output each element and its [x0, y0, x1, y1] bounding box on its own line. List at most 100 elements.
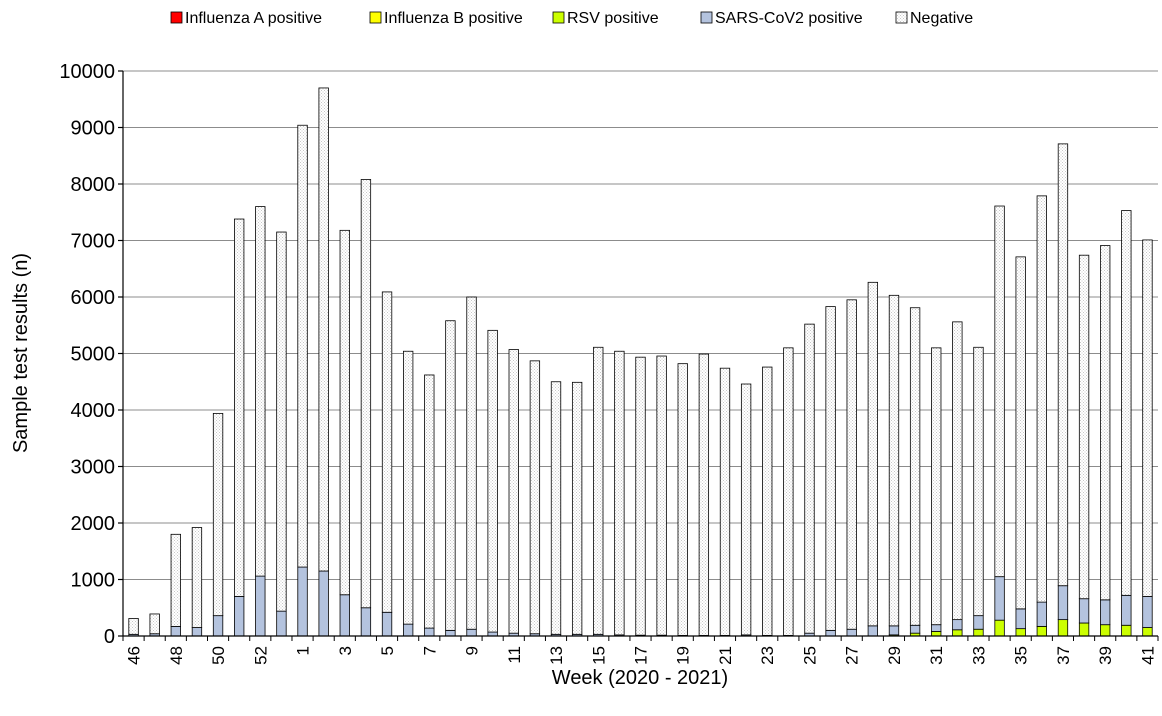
x-tick-label: 11 — [505, 646, 524, 664]
x-tick-label: 46 — [125, 646, 144, 665]
bar-segment-sars-cov2-positive — [1100, 599, 1111, 626]
bar-segment-sars-cov2-positive — [867, 625, 879, 637]
bar-segment-negative — [698, 353, 710, 636]
legend-label: Influenza B positive — [384, 10, 523, 27]
bar-segment-rsv-positive — [1078, 622, 1090, 637]
bar-segment-sars-cov2-positive — [170, 625, 181, 637]
legend-swatch — [552, 11, 565, 24]
bar-segment-negative — [212, 412, 224, 617]
bar-segment-negative — [677, 363, 688, 636]
y-tick-label: 10000 — [59, 61, 115, 83]
y-tick-label: 4000 — [71, 400, 116, 422]
legend-swatch — [369, 11, 382, 24]
bar-segment-negative — [297, 124, 308, 568]
bar-segment-sars-cov2-positive — [234, 596, 245, 637]
x-tick-label: 33 — [969, 646, 988, 665]
bar-segment-sars-cov2-positive — [402, 623, 414, 637]
bar-segment-rsv-positive — [931, 631, 942, 637]
bar-segment-negative — [1078, 254, 1090, 600]
y-tick-label: 9000 — [71, 118, 116, 140]
y-tick-label: 3000 — [71, 457, 116, 479]
bar-segment-negative — [614, 350, 625, 636]
bar-segment-negative — [170, 533, 181, 627]
bar-segment-rsv-positive — [1142, 627, 1153, 637]
bar-segment-negative — [402, 350, 414, 625]
bar-segment-sars-cov2-positive — [909, 624, 921, 634]
bar-segment-negative — [234, 218, 245, 597]
bar-segment-negative — [550, 381, 562, 635]
x-tick-label: 15 — [589, 646, 608, 665]
bar-segment-sars-cov2-positive — [255, 575, 266, 637]
gridlines — [123, 70, 1158, 580]
x-tick-label: 3 — [336, 646, 355, 655]
x-tick-label: 7 — [420, 646, 439, 655]
x-tick-label: 13 — [547, 646, 566, 665]
bar-segment-sars-cov2-positive — [212, 615, 224, 637]
bar-segment-negative — [487, 329, 498, 633]
y-tick-label: 6000 — [71, 287, 116, 309]
bar-segment-sars-cov2-positive — [424, 627, 435, 637]
legend-label: SARS-CoV2 positive — [715, 10, 863, 27]
bar-segment-negative — [593, 346, 604, 635]
legend-label: Negative — [910, 10, 973, 27]
legend-label: Influenza A positive — [185, 10, 322, 27]
bar-segment-negative — [1100, 245, 1111, 601]
bar-segment-negative — [909, 307, 921, 626]
bar-segment-sars-cov2-positive — [297, 566, 308, 637]
bar-segment-negative — [1036, 195, 1047, 603]
bar-segment-negative — [719, 367, 731, 636]
bar-segment-sars-cov2-positive — [952, 619, 963, 631]
y-tick-label: 0 — [104, 626, 115, 648]
bar-segment-negative — [571, 381, 583, 635]
x-tick-label: 35 — [1012, 646, 1031, 665]
bar-segment-negative — [994, 205, 1005, 578]
bar-segment-sars-cov2-positive — [1036, 601, 1047, 627]
bar-segment-negative — [804, 323, 815, 634]
bar-segment-rsv-positive — [973, 628, 984, 637]
bar-segment-negative — [973, 346, 984, 617]
legend-swatch — [895, 11, 908, 24]
bar-segment-negative — [635, 356, 646, 636]
bar-segment-sars-cov2-positive — [1121, 594, 1132, 626]
bar-segment-negative — [191, 527, 203, 628]
bars — [128, 87, 1153, 637]
x-tick-labels: 46 48 50 52 1 3 5 7 9 11 13 15 17 19 21 23 25 27 29 31 33 35 3… — [125, 646, 1158, 665]
bar-segment-sars-cov2-positive — [825, 629, 836, 637]
x-tick-label: 23 — [758, 646, 777, 665]
bar-segment-negative — [128, 618, 139, 635]
bar-segment-sars-cov2-positive — [1015, 608, 1026, 630]
bar-segment-sars-cov2-positive — [994, 576, 1005, 621]
x-tick-label: 50 — [209, 646, 228, 665]
legend: Influenza A positive Influenza B positive… — [170, 10, 973, 27]
bar-segment-negative — [424, 374, 435, 629]
bar-segment-sars-cov2-positive — [466, 628, 477, 637]
bar-segment-negative — [255, 206, 266, 577]
bar-segment-sars-cov2-positive — [888, 625, 900, 636]
bar-segment-rsv-positive — [1036, 625, 1047, 637]
x-tick-label: 37 — [1054, 646, 1073, 665]
bar-segment-negative — [1142, 239, 1153, 597]
bar-segment-negative — [318, 87, 329, 572]
legend-swatch — [170, 11, 183, 24]
x-tick-label: 21 — [716, 646, 735, 665]
x-tick-label: 19 — [674, 646, 693, 665]
bar-segment-negative — [762, 366, 773, 636]
y-tick-labels: 0 1000 2000 3000 4000 5000 6000 7000 8000 9000 100… — [59, 61, 115, 648]
bar-segment-sars-cov2-positive — [276, 610, 287, 637]
x-tick-label: 39 — [1096, 646, 1115, 665]
x-tick-label: 1 — [294, 646, 313, 655]
bar-segment-sars-cov2-positive — [318, 570, 329, 637]
x-tick-label: 48 — [167, 646, 186, 665]
bar-segment-negative — [466, 296, 477, 630]
bar-segment-negative — [529, 360, 541, 635]
legend-label: RSV positive — [567, 10, 659, 27]
y-tick-label: 1000 — [71, 570, 116, 592]
bar-segment-negative — [825, 306, 836, 631]
bar-segment-negative — [1057, 143, 1069, 587]
bar-segment-negative — [339, 229, 350, 596]
bar-segment-sars-cov2-positive — [1142, 596, 1153, 628]
bar-segment-rsv-positive — [1100, 624, 1111, 637]
bar-segment-sars-cov2-positive — [191, 627, 203, 637]
bar-segment-negative — [149, 613, 160, 635]
